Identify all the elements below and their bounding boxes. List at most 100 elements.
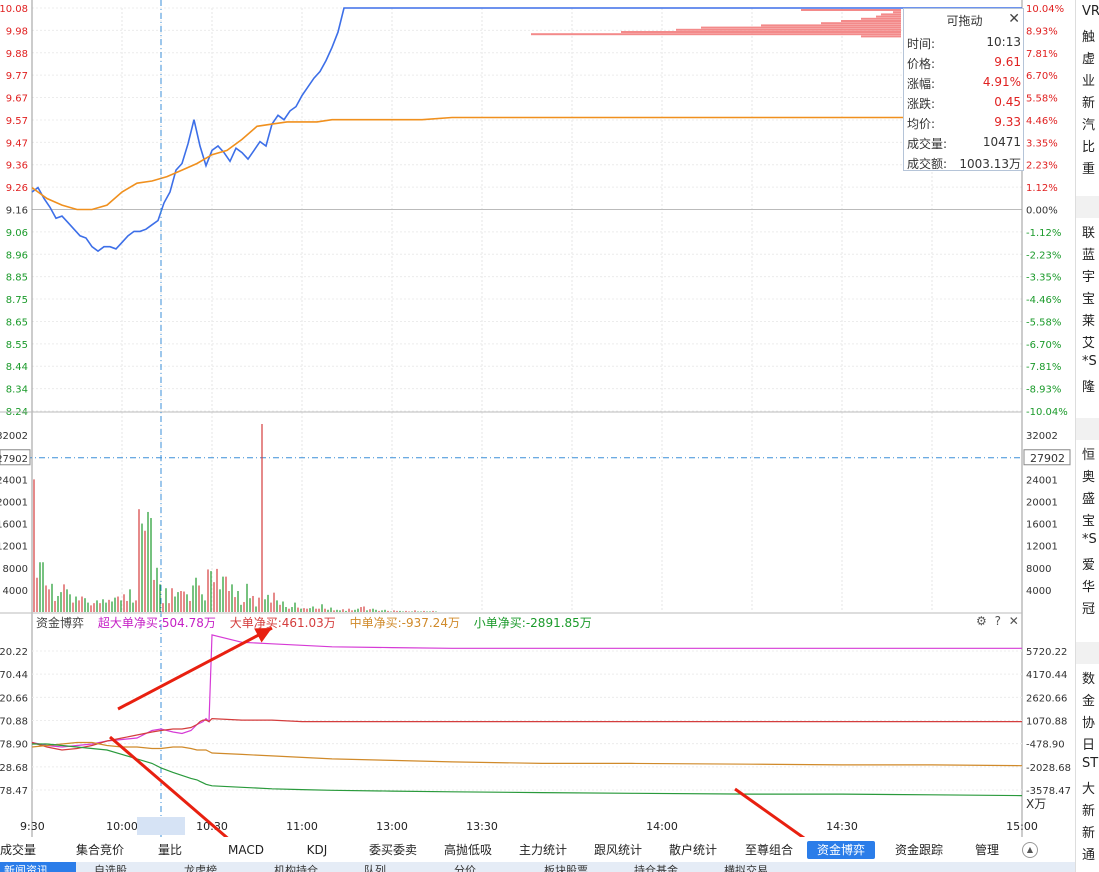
help-icon[interactable]: ? bbox=[994, 614, 1001, 628]
stock-list-item[interactable]: 宝 bbox=[1082, 292, 1096, 307]
fund-tick-label: -478.90 bbox=[0, 740, 28, 751]
fund-unit-label: X万 bbox=[1026, 797, 1046, 811]
tooltip-title[interactable]: 可拖动 bbox=[946, 14, 983, 28]
price-tick-label: 8.96 bbox=[6, 250, 28, 261]
fund-line bbox=[31, 741, 1023, 767]
close-panel-icon[interactable]: ✕ bbox=[1008, 614, 1019, 628]
stock-list-item[interactable]: 恒 bbox=[1082, 448, 1096, 463]
fund-legend: 资金博弈 超大单净买:504.78万 大单净买:461.03万 中单净买:-93… bbox=[36, 614, 602, 631]
indicator-button[interactable]: MACD bbox=[228, 843, 264, 857]
stock-list-item[interactable]: 宇 bbox=[1082, 270, 1096, 285]
pct-tick-label: -1.12% bbox=[1026, 228, 1061, 239]
stock-list-item[interactable]: 华 bbox=[1082, 580, 1096, 595]
stock-list-item[interactable]: ST bbox=[1082, 756, 1099, 771]
bottom-tabbar: 新闻资讯 自选股 龙虎榜 机构持仓 队列 分价 板块股票 持仓基金 横拟交易 bbox=[0, 862, 1075, 872]
price-tick-label: 9.16 bbox=[6, 206, 28, 217]
stock-list-item[interactable]: 隆 bbox=[1082, 380, 1096, 395]
stock-list-item[interactable]: 虚 bbox=[1082, 52, 1096, 67]
stock-list-item[interactable]: 蓝 bbox=[1082, 248, 1096, 263]
bottom-tab[interactable]: 龙虎榜 bbox=[184, 864, 217, 872]
stock-list-item[interactable]: 触 bbox=[1082, 30, 1096, 45]
stock-list-item[interactable]: 日 bbox=[1082, 738, 1096, 753]
pct-tick-label: 3.35% bbox=[1026, 138, 1058, 149]
stock-list-item[interactable]: *S bbox=[1082, 532, 1097, 547]
stock-list-item[interactable]: 艾 bbox=[1082, 336, 1096, 351]
stock-list-item[interactable]: 重 bbox=[1082, 162, 1096, 177]
volume-tick-label-right: 4000 bbox=[1026, 586, 1051, 597]
indicator-button[interactable]: 至尊组合 bbox=[744, 843, 793, 857]
fund-tick-label-right: 5720.22 bbox=[1026, 647, 1067, 658]
volume-tick-label-right: 8000 bbox=[1026, 564, 1051, 575]
indicator-button[interactable]: 成交量 bbox=[0, 843, 37, 857]
indicator-button[interactable]: 管理 bbox=[974, 843, 999, 857]
list-separator bbox=[1076, 418, 1099, 440]
close-icon[interactable]: ✕ bbox=[1008, 11, 1020, 27]
stock-list-item[interactable]: 冠 bbox=[1082, 602, 1096, 617]
legend-super-large: 超大单净买:504.78万 bbox=[97, 616, 216, 630]
stock-list-item[interactable]: 盛 bbox=[1082, 492, 1096, 507]
tooltip-label: 均价: bbox=[907, 117, 936, 131]
data-tooltip[interactable]: 可拖动 ✕ 时间: 10:13 价格: 9.61 涨幅: 4.91% 涨跌: 0.45 均价: 9… bbox=[903, 8, 1024, 171]
x-tick-label: 15:00 bbox=[1006, 820, 1038, 833]
price-line bbox=[31, 7, 1022, 253]
stock-list-item[interactable]: 数 bbox=[1082, 672, 1096, 687]
intraday-chart[interactable]: 10.08 10.04% 9.98 8.93% 9.88 7.81% 9.77 6.70% 9.… bbox=[0, 0, 1075, 837]
stock-list-item[interactable]: 通 bbox=[1082, 848, 1096, 863]
indicator-button[interactable]: 资金博弈 bbox=[807, 841, 875, 859]
stock-list-item[interactable]: 业 bbox=[1082, 74, 1096, 89]
stock-list-item[interactable]: VR bbox=[1082, 4, 1099, 19]
stock-list-item[interactable]: 金 bbox=[1082, 694, 1096, 709]
indicator-button[interactable]: 高抛低吸 bbox=[443, 843, 492, 857]
price-tick-label: 9.47 bbox=[6, 138, 28, 149]
stock-list-item[interactable]: 奥 bbox=[1082, 470, 1096, 485]
fund-line bbox=[31, 717, 1022, 751]
stock-list-item[interactable]: 新 bbox=[1082, 96, 1096, 111]
indicator-button[interactable]: 量比 bbox=[157, 843, 182, 857]
stock-list-item[interactable]: 宝 bbox=[1082, 514, 1096, 529]
price-tick-label: 9.57 bbox=[6, 116, 28, 127]
x-tick-label: 10:00 bbox=[106, 820, 138, 833]
indicator-button[interactable]: 主力统计 bbox=[518, 843, 567, 857]
price-tick-label: 8.75 bbox=[6, 295, 28, 306]
stock-list-item[interactable]: 新 bbox=[1082, 804, 1096, 819]
indicator-button[interactable]: 跟风统计 bbox=[593, 843, 642, 857]
orderbook-bar bbox=[861, 17, 901, 20]
price-tick-label: 9.26 bbox=[6, 183, 28, 194]
collapse-up-icon[interactable]: ▲ bbox=[1022, 842, 1038, 858]
settings-icon[interactable]: ⚙ bbox=[976, 614, 987, 628]
indicator-button[interactable]: 集合竞价 bbox=[75, 843, 124, 857]
indicator-button[interactable]: 委买委卖 bbox=[368, 843, 417, 857]
stock-list-item[interactable]: 比 bbox=[1082, 140, 1096, 155]
bottom-tab[interactable]: 持仓基金 bbox=[634, 864, 678, 872]
stock-list-item[interactable]: 莱 bbox=[1082, 314, 1096, 329]
tooltip-label: 涨跌: bbox=[907, 97, 936, 111]
annotation-arrow-1 bbox=[117, 626, 273, 711]
bottom-tab[interactable]: 分价 bbox=[454, 864, 476, 872]
stock-list-item[interactable]: 联 bbox=[1082, 226, 1096, 241]
stock-list-item[interactable]: 协 bbox=[1082, 716, 1096, 731]
stock-list-item[interactable]: 大 bbox=[1082, 782, 1096, 797]
stock-list-panel: VR 触虚业新汽比重联蓝宇宝莱艾 *S 隆恒奥盛宝 *S 爱华冠数金协日 ST 大新新通 bbox=[1075, 0, 1099, 872]
stock-list-item[interactable]: *S bbox=[1082, 354, 1097, 369]
stock-list-item[interactable]: 爱 bbox=[1082, 558, 1096, 573]
pct-tick-label: 1.12% bbox=[1026, 183, 1058, 194]
volume-tick-label: 24001 bbox=[0, 475, 28, 486]
bottom-tab[interactable]: 横拟交易 bbox=[724, 864, 768, 872]
indicator-button[interactable]: KDJ bbox=[306, 843, 328, 857]
indicator-button[interactable]: 资金跟踪 bbox=[894, 843, 943, 857]
volume-tick-label: 8000 bbox=[3, 564, 28, 575]
bottom-tab[interactable]: 板块股票 bbox=[544, 864, 588, 872]
stock-list-item[interactable]: 新 bbox=[1082, 826, 1096, 841]
indicator-button[interactable]: 散户统计 bbox=[668, 843, 717, 857]
bottom-tab[interactable]: 新闻资讯 bbox=[0, 862, 76, 872]
bottom-tab[interactable]: 自选股 bbox=[94, 864, 127, 872]
pct-tick-label: -3.35% bbox=[1026, 273, 1061, 284]
fund-tick-label-right: -478.90 bbox=[1026, 740, 1065, 751]
orderbook-bar bbox=[701, 26, 901, 29]
price-tick-label: 9.98 bbox=[6, 26, 28, 37]
stock-list-item[interactable]: 汽 bbox=[1082, 118, 1096, 133]
volume-tick-label-right: 32002 bbox=[1026, 431, 1058, 442]
bottom-tab[interactable]: 队列 bbox=[364, 864, 386, 872]
volume-tick-label: 4000 bbox=[3, 586, 28, 597]
bottom-tab[interactable]: 机构持仓 bbox=[274, 864, 318, 872]
